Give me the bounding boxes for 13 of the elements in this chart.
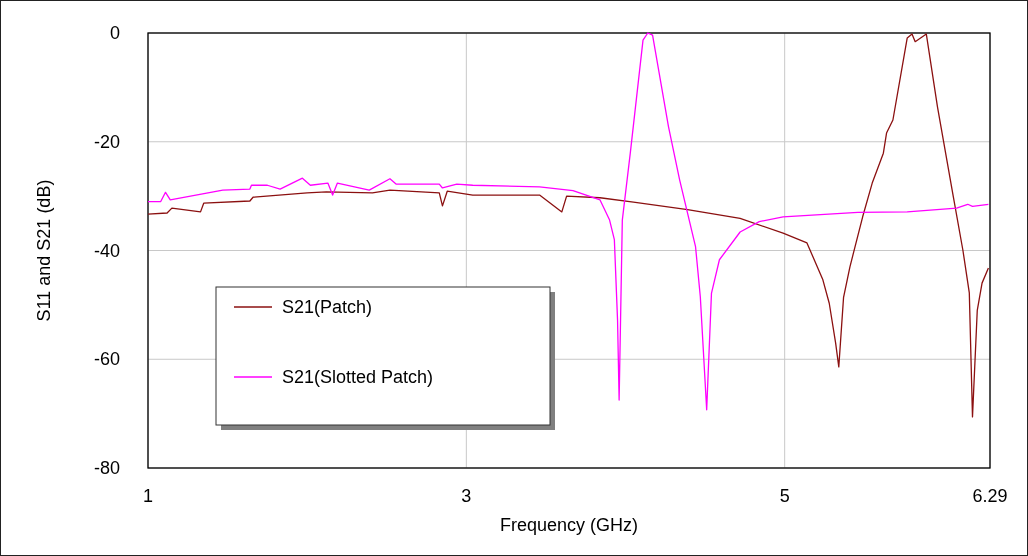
y-tick-label: 0 xyxy=(109,23,120,43)
x-tick-label: 5 xyxy=(779,486,790,506)
y-axis-title: S11 and S21 (dB) xyxy=(34,179,54,322)
x-tick-label: 6.29 xyxy=(972,486,1008,506)
legend-label: S21(Slotted Patch) xyxy=(282,367,434,387)
y-tick-label: -40 xyxy=(93,240,120,261)
x-axis-title: Frequency (GHz) xyxy=(499,515,639,535)
x-tick-label: 3 xyxy=(461,486,472,506)
y-tick-label: -60 xyxy=(93,349,120,370)
legend-label: S21(Patch) xyxy=(282,297,373,317)
y-tick-label: -80 xyxy=(93,458,120,478)
y-tick-label: -20 xyxy=(93,131,120,152)
x-tick-label: 1 xyxy=(142,486,154,506)
